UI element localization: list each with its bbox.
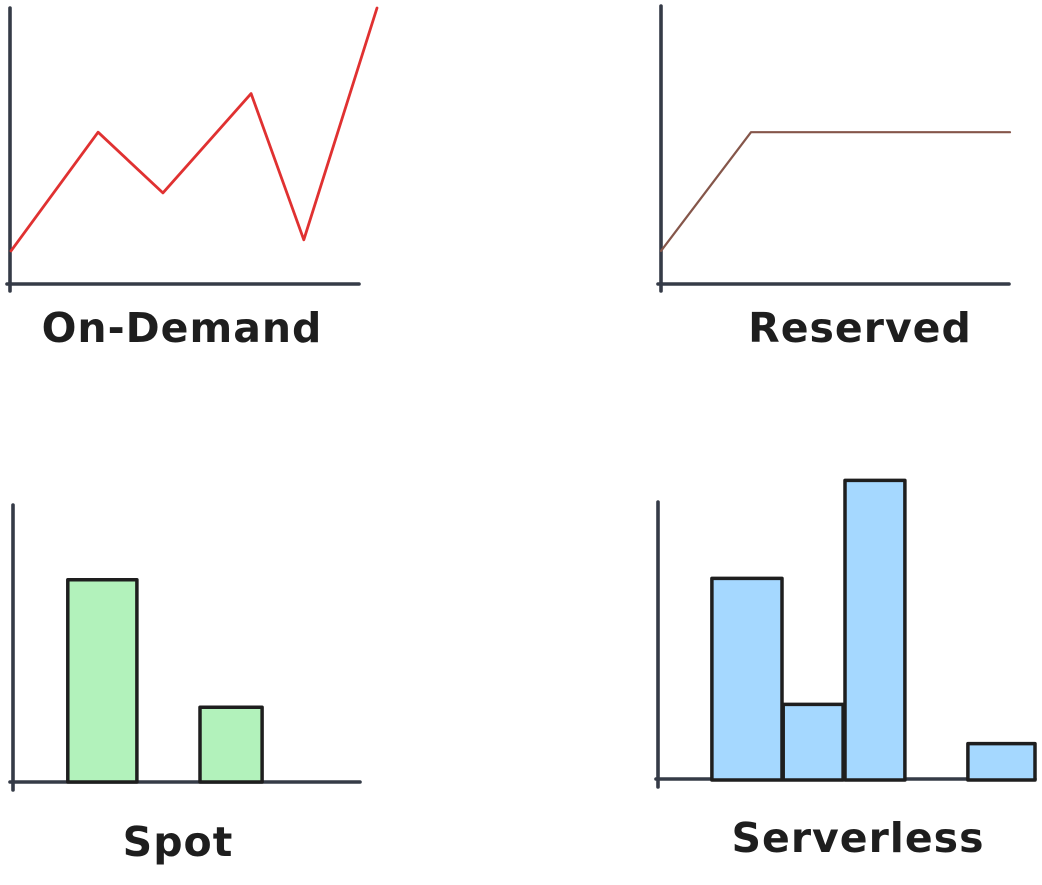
serverless-chart-label: Serverless bbox=[731, 814, 985, 862]
spot-chart-label: Spot bbox=[122, 818, 234, 866]
reserved-chart-label: Reserved bbox=[748, 304, 972, 352]
serverless-chart bbox=[654, 478, 1037, 789]
on_demand-line-series bbox=[9, 6, 379, 253]
spot-bar-2 bbox=[198, 705, 264, 784]
reserved-line-series bbox=[659, 131, 1012, 252]
on-demand-chart-label: On-Demand bbox=[41, 304, 323, 352]
on-demand-chart bbox=[5, 6, 379, 293]
serverless-bar-1 bbox=[710, 576, 784, 782]
reserved-chart bbox=[656, 4, 1012, 293]
spot-chart bbox=[8, 503, 362, 792]
serverless-bar-4 bbox=[966, 741, 1037, 782]
spot-bar-1 bbox=[66, 578, 139, 784]
serverless-bar-2 bbox=[781, 702, 845, 782]
serverless-bar-3 bbox=[843, 478, 907, 782]
